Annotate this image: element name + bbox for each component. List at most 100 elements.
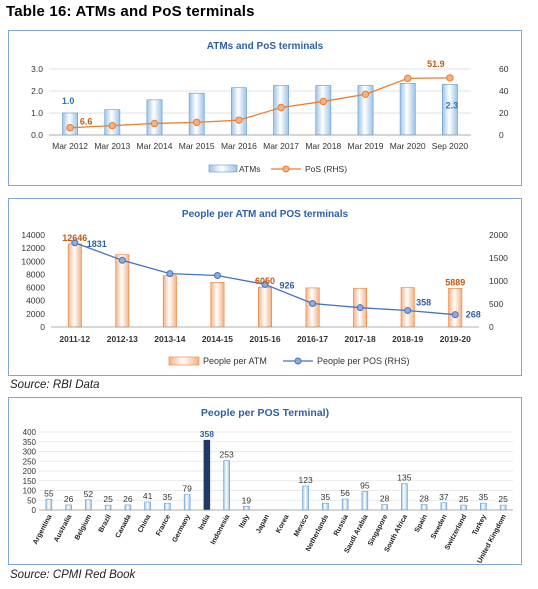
bar-value-label: 26	[64, 494, 74, 504]
pos-point	[235, 116, 243, 124]
bar-value-label: 37	[439, 492, 449, 502]
people-per-pos-point	[118, 256, 126, 264]
bar-value-label: 135	[397, 473, 411, 483]
x-tick-label: 2016-17	[297, 334, 328, 344]
atm-bar	[188, 92, 205, 136]
country-label: Brazil	[98, 514, 113, 534]
people-per-pos-chart-panel: People per POS Terminal) 0 50 100 150 200 250 3…	[8, 397, 522, 565]
y-right-tick-label: 500	[489, 299, 503, 309]
bar-value-label: 358	[200, 429, 214, 439]
y-right-tick-label: 0	[489, 322, 494, 332]
source-note-cpmi: Source: CPMI Red Book	[10, 569, 136, 581]
people-per-atm-bar	[67, 243, 82, 328]
pos-per-country-bar	[341, 498, 349, 511]
legend-atm-swatch	[168, 356, 200, 366]
atm-data-label: 1.0	[62, 96, 75, 106]
pos-per-country-bar	[401, 483, 408, 511]
y-tick-label: 10000	[21, 256, 45, 266]
chart-title: ATMs and PoS terminals	[207, 41, 324, 52]
bar-value-label: 35	[163, 492, 173, 502]
pos-point	[446, 74, 454, 82]
chart-title: People per POS Terminal)	[201, 407, 329, 419]
pos-per-country-bar	[183, 494, 191, 511]
x-tick-label: Mar 2019	[348, 141, 384, 151]
pos-point	[150, 119, 159, 128]
country-label: Australia	[53, 514, 73, 544]
y-tick-label: 50	[27, 496, 36, 505]
pos-data-label: 268	[466, 310, 481, 320]
pos-point	[361, 90, 370, 98]
y-tick-label: 2000	[26, 309, 45, 319]
pos-point	[193, 118, 201, 127]
source-note-rbi: Source: RBI Data	[10, 379, 100, 391]
y-tick-label: 150	[23, 477, 37, 486]
pos-per-country-bar	[223, 460, 230, 511]
y-tick-label: 12000	[21, 243, 45, 253]
y-tick-label: 6000	[26, 283, 45, 293]
country-label: Switzerland	[444, 514, 468, 552]
x-tick-label: 2011-12	[59, 334, 90, 344]
bar-value-label: 26	[123, 494, 133, 504]
y-tick-label: 14000	[21, 230, 45, 240]
pos-per-country-bar	[85, 499, 92, 511]
y-tick-label: 2.0	[31, 86, 43, 96]
bar-value-label: 56	[340, 488, 350, 498]
country-label: Korea	[275, 514, 291, 535]
pos-line	[70, 77, 450, 129]
pos-per-country-bar	[243, 505, 250, 511]
bar-value-label: 25	[498, 494, 508, 504]
people-per-pos-point	[261, 280, 269, 288]
legend-pos-marker	[294, 357, 302, 365]
pos-per-country-bar	[104, 504, 112, 511]
x-tick-label: 2018-19	[392, 334, 423, 344]
pos-per-country-bar	[164, 502, 171, 511]
y-right-tick-label: 60	[499, 64, 509, 74]
y-tick-label: 350	[23, 438, 37, 447]
legend-atm-label: People per ATM	[203, 356, 267, 366]
country-label: Italy	[238, 514, 251, 530]
y-tick-label: 0	[32, 506, 37, 515]
y-right-tick-label: 40	[499, 86, 509, 96]
country-label: Russia	[333, 514, 350, 538]
y-right-tick-label: 1000	[489, 276, 508, 286]
country-label: Sweden	[430, 514, 449, 541]
people-per-atm-pos-chart: People per ATM and POS terminals 0 2000 400…	[21, 209, 508, 366]
atm-data-label: 2.3	[446, 100, 459, 110]
country-label: Spain	[414, 514, 429, 534]
y-tick-label: 3.0	[31, 64, 43, 74]
y-tick-label: 8000	[26, 269, 45, 279]
y-tick-label: 200	[23, 467, 37, 476]
bar-value-label: 35	[479, 492, 489, 502]
x-tick-label: Mar 2015	[179, 141, 215, 151]
y-tick-label: 0	[40, 322, 45, 332]
people-per-atm-bar	[115, 254, 130, 328]
y-right-tick-label: 0	[499, 130, 504, 140]
legend-pos-marker	[282, 165, 290, 173]
pos-per-country-bar	[361, 491, 369, 511]
people-per-atm-bar	[210, 282, 225, 328]
y-tick-label: 250	[23, 457, 37, 466]
people-per-pos-point	[166, 270, 174, 278]
country-label: Germany	[171, 514, 191, 544]
country-label: Turkey	[471, 514, 488, 537]
atm-bar	[315, 85, 332, 136]
legend-pos-label: PoS (RHS)	[305, 164, 347, 174]
x-tick-label: 2012-13	[107, 334, 138, 344]
people-per-pos-chart: People per POS Terminal)0501001502002503…	[23, 407, 513, 564]
y-tick-label: 4000	[26, 296, 45, 306]
bar-value-label: 253	[220, 450, 234, 460]
atm-data-label: 6050	[255, 276, 275, 286]
pos-data-label: 1831	[87, 239, 107, 249]
pos-per-country-bar	[499, 504, 507, 511]
country-label: Belgium	[74, 514, 93, 542]
country-label: Canada	[115, 514, 133, 540]
legend-atm-swatch	[208, 164, 238, 173]
pos-per-country-bar	[460, 504, 467, 511]
x-tick-label: Mar 2016	[221, 141, 257, 151]
country-label: Mexico	[293, 514, 310, 538]
pos-per-country-bar	[144, 501, 151, 511]
x-tick-label: Mar 2020	[390, 141, 426, 151]
y-tick-label: 0.0	[31, 130, 43, 140]
pos-per-country-bar	[420, 504, 428, 511]
x-tick-label: 2015-16	[249, 334, 280, 344]
